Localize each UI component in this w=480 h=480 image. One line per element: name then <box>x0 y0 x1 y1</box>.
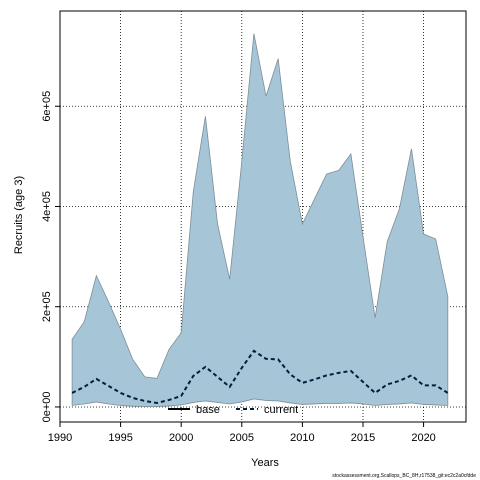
x-tick-label: 2020 <box>411 432 435 444</box>
confidence-band <box>71 33 449 407</box>
y-tick-label: 6e+05 <box>41 91 53 122</box>
legend: base current <box>168 404 298 416</box>
x-tick-label: 2005 <box>230 432 254 444</box>
x-axis-title: Years <box>251 457 279 469</box>
x-tick-label: 1995 <box>108 432 132 444</box>
confidence-band-group <box>71 33 449 407</box>
legend-label-current: current <box>264 404 298 416</box>
y-tick-label: 2e+05 <box>41 291 53 322</box>
series-line-current <box>71 349 449 404</box>
x-axis: 1990 1995 2000 2005 2010 2015 2020 <box>48 421 436 444</box>
x-tick-label: 2015 <box>351 432 375 444</box>
y-axis: 0e+00 2e+05 4e+05 6e+05 <box>41 91 60 423</box>
footer-note: stockassessment.org,Scallops_BC_8H,r1753… <box>332 473 476 479</box>
legend-label-base: base <box>196 404 220 416</box>
y-axis-title: Recruits (age 3) <box>13 176 25 254</box>
y-tick-label: 0e+00 <box>41 392 53 423</box>
series-lines-group <box>71 349 449 404</box>
x-tick-label: 2000 <box>169 432 193 444</box>
y-tick-label: 4e+05 <box>41 191 53 222</box>
x-tick-label: 1990 <box>48 432 72 444</box>
x-tick-label: 2010 <box>290 432 314 444</box>
